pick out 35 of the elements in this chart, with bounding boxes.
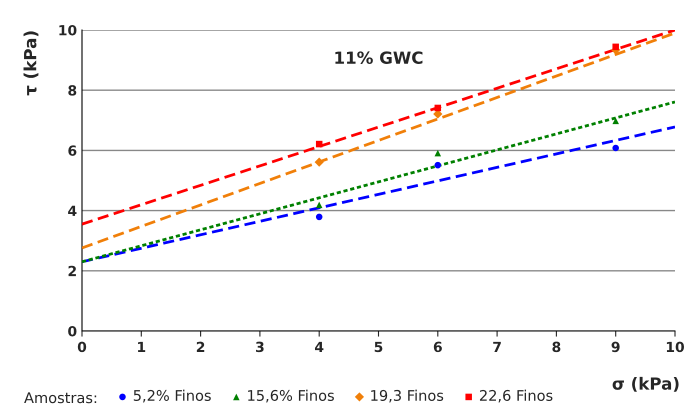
- point: [612, 44, 619, 50]
- y-tick-label: 0: [68, 326, 76, 336]
- x-tick-label: 4: [314, 342, 324, 352]
- point: [316, 214, 322, 220]
- x-tick-label: 8: [552, 342, 560, 352]
- x-tick-label: 6: [434, 342, 442, 352]
- legend-label: 15,6% Finos: [248, 390, 334, 402]
- x-tick-label: 0: [78, 342, 86, 352]
- legend-title: Amostras:: [24, 392, 96, 404]
- y-axis-title: τ (kPa): [24, 31, 38, 96]
- point: [612, 118, 619, 124]
- point: [316, 140, 322, 148]
- y-tick-label: 10: [59, 24, 76, 36]
- x-tick-label: 3: [256, 342, 264, 352]
- x-tick-label: 1: [138, 342, 146, 352]
- x-axis-title: σ (kPa): [612, 376, 679, 392]
- point: [434, 104, 442, 112]
- legend-label: 19,3 Finos: [371, 390, 444, 402]
- x-tick-label: 9: [612, 342, 620, 352]
- point: [434, 150, 442, 156]
- y-tick-label: 2: [68, 266, 76, 276]
- y-tick-label: 6: [68, 145, 76, 156]
- legend-label: 5,2% Finos: [134, 390, 211, 402]
- text: 11% GWC: [335, 51, 422, 64]
- point: [612, 144, 619, 152]
- point: [316, 202, 322, 208]
- y-tick-label: 4: [68, 206, 76, 216]
- x-tick-label: 5: [374, 342, 382, 352]
- x-tick-label: 10: [666, 342, 684, 352]
- point: [434, 162, 442, 168]
- y-tick-label: 8: [68, 85, 76, 96]
- x-tick-label: 7: [493, 342, 501, 352]
- point: [314, 158, 324, 167]
- x-tick-label: 2: [196, 342, 204, 352]
- legend-label: 22,6 Finos: [480, 390, 552, 402]
